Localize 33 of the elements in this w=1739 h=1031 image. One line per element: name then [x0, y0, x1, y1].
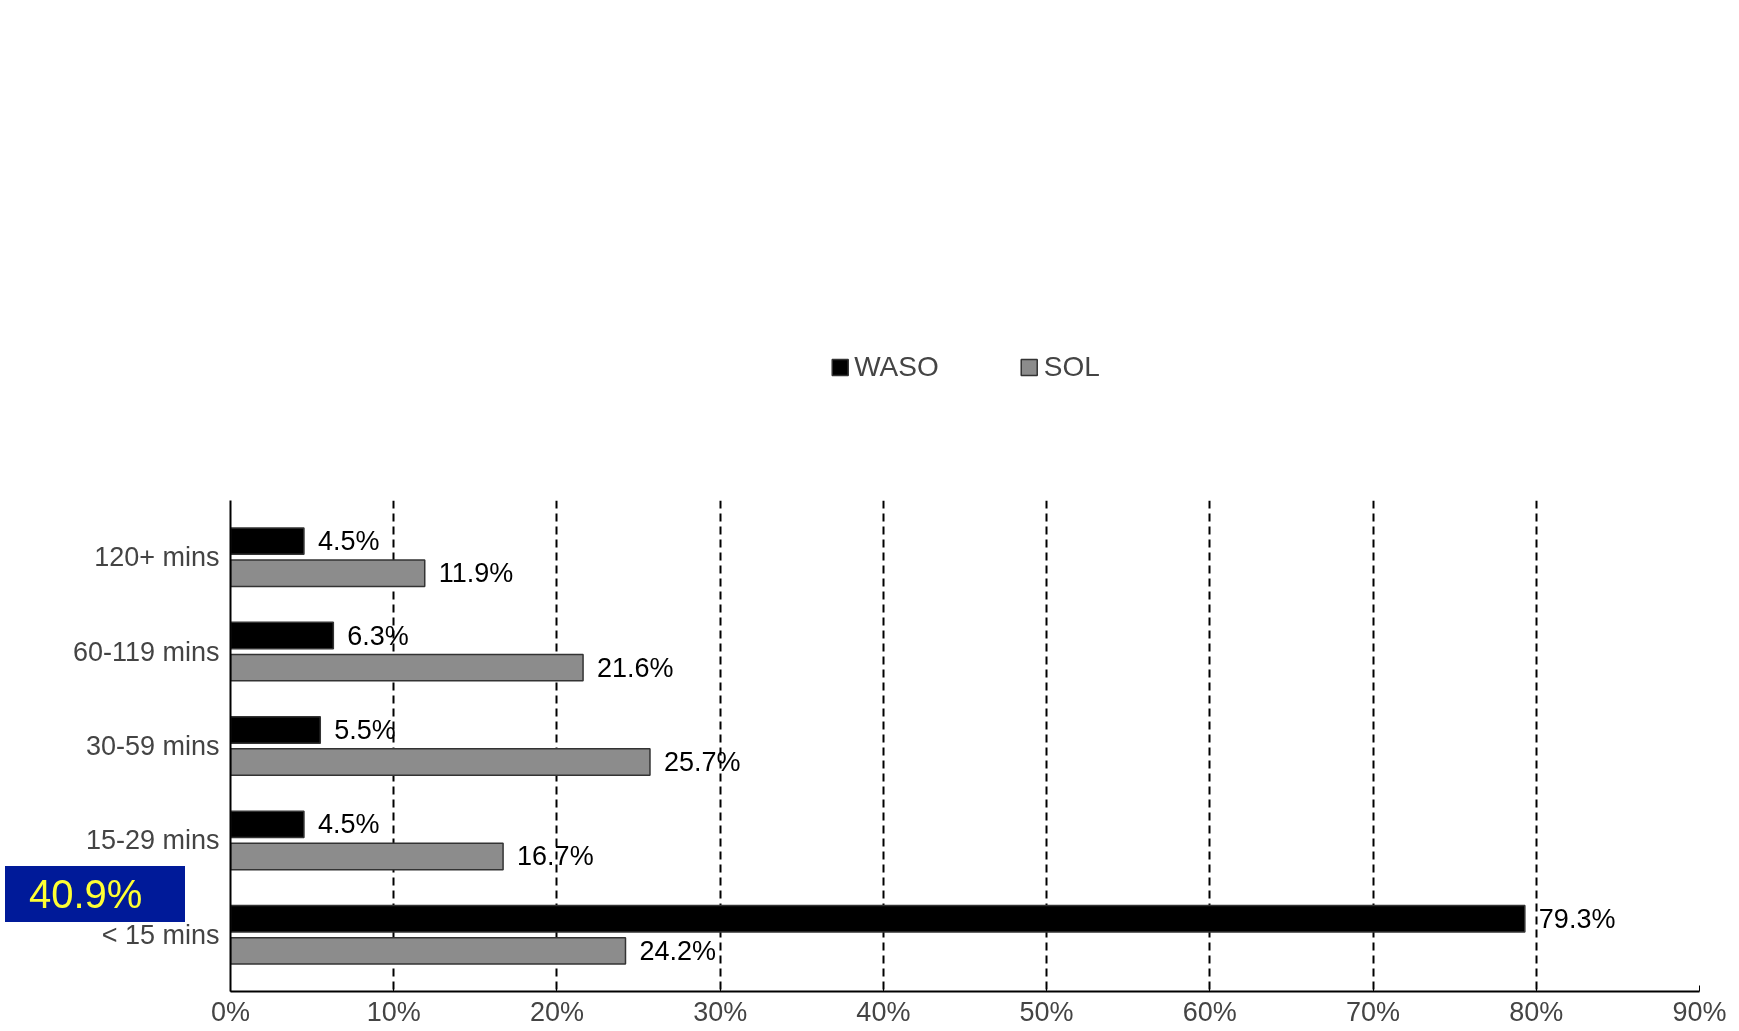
text: 24.2%	[639, 935, 717, 966]
text: 4.5%	[317, 809, 380, 840]
text: 79.3%	[1538, 903, 1616, 934]
x-tick-label: 80%	[1509, 996, 1564, 1027]
x-tick-label: 50%	[1019, 996, 1074, 1027]
legend-label: SOL	[1043, 351, 1100, 383]
legend-label: WASO	[854, 351, 939, 383]
x-tick-label: 20%	[529, 996, 584, 1027]
y-tick-label: 60-119 mins	[72, 636, 220, 667]
text: 21.6%	[597, 652, 674, 683]
x-tick-label: 70%	[1346, 996, 1401, 1027]
text: 25.7%	[663, 747, 741, 778]
bar	[230, 842, 504, 871]
x-tick-label: 0%	[210, 996, 251, 1027]
x-tick-label: 40%	[856, 996, 911, 1027]
text: 5.5%	[334, 714, 396, 745]
bar	[230, 748, 651, 777]
x-tick-label: 30%	[693, 996, 748, 1027]
y-tick-label: 30-59 mins	[85, 731, 220, 761]
bar	[230, 936, 627, 965]
text: 40.9%	[29, 872, 143, 916]
x-tick-label: 10%	[366, 996, 421, 1027]
bar	[230, 559, 426, 588]
text: 11.9%	[438, 558, 514, 589]
y-tick-label: < 15 mins	[101, 919, 220, 950]
text: 16.7%	[517, 841, 594, 872]
x-tick-label: 60%	[1182, 996, 1237, 1027]
text: 6.3%	[347, 620, 409, 651]
text: 4.5%	[317, 526, 380, 557]
y-tick-label: 15-29 mins	[85, 825, 220, 856]
bar	[230, 653, 584, 682]
x-tick-label: 90%	[1672, 996, 1727, 1027]
y-tick-label: 120+ mins	[94, 542, 220, 573]
